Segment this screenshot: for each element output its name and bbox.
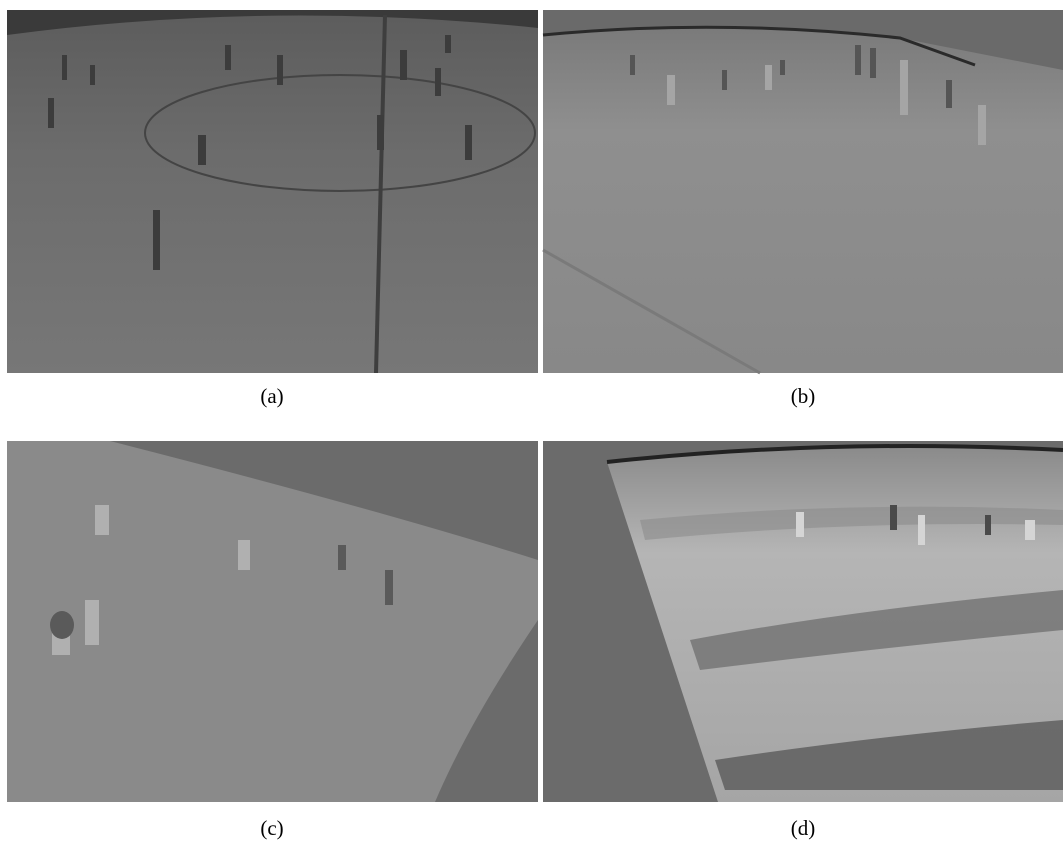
caption: (b)	[791, 384, 816, 408]
caption: (d)	[791, 816, 816, 840]
panel-c-image	[7, 441, 538, 802]
panel-a-image	[7, 10, 538, 373]
figure: (a) (b) (c)	[0, 0, 1063, 841]
panel-d-image	[543, 441, 1063, 802]
caption: (a)	[260, 384, 283, 408]
page: (a) (b) (c)	[0, 0, 1063, 841]
panel-b-image	[543, 10, 1063, 373]
caption: (c)	[260, 816, 283, 840]
